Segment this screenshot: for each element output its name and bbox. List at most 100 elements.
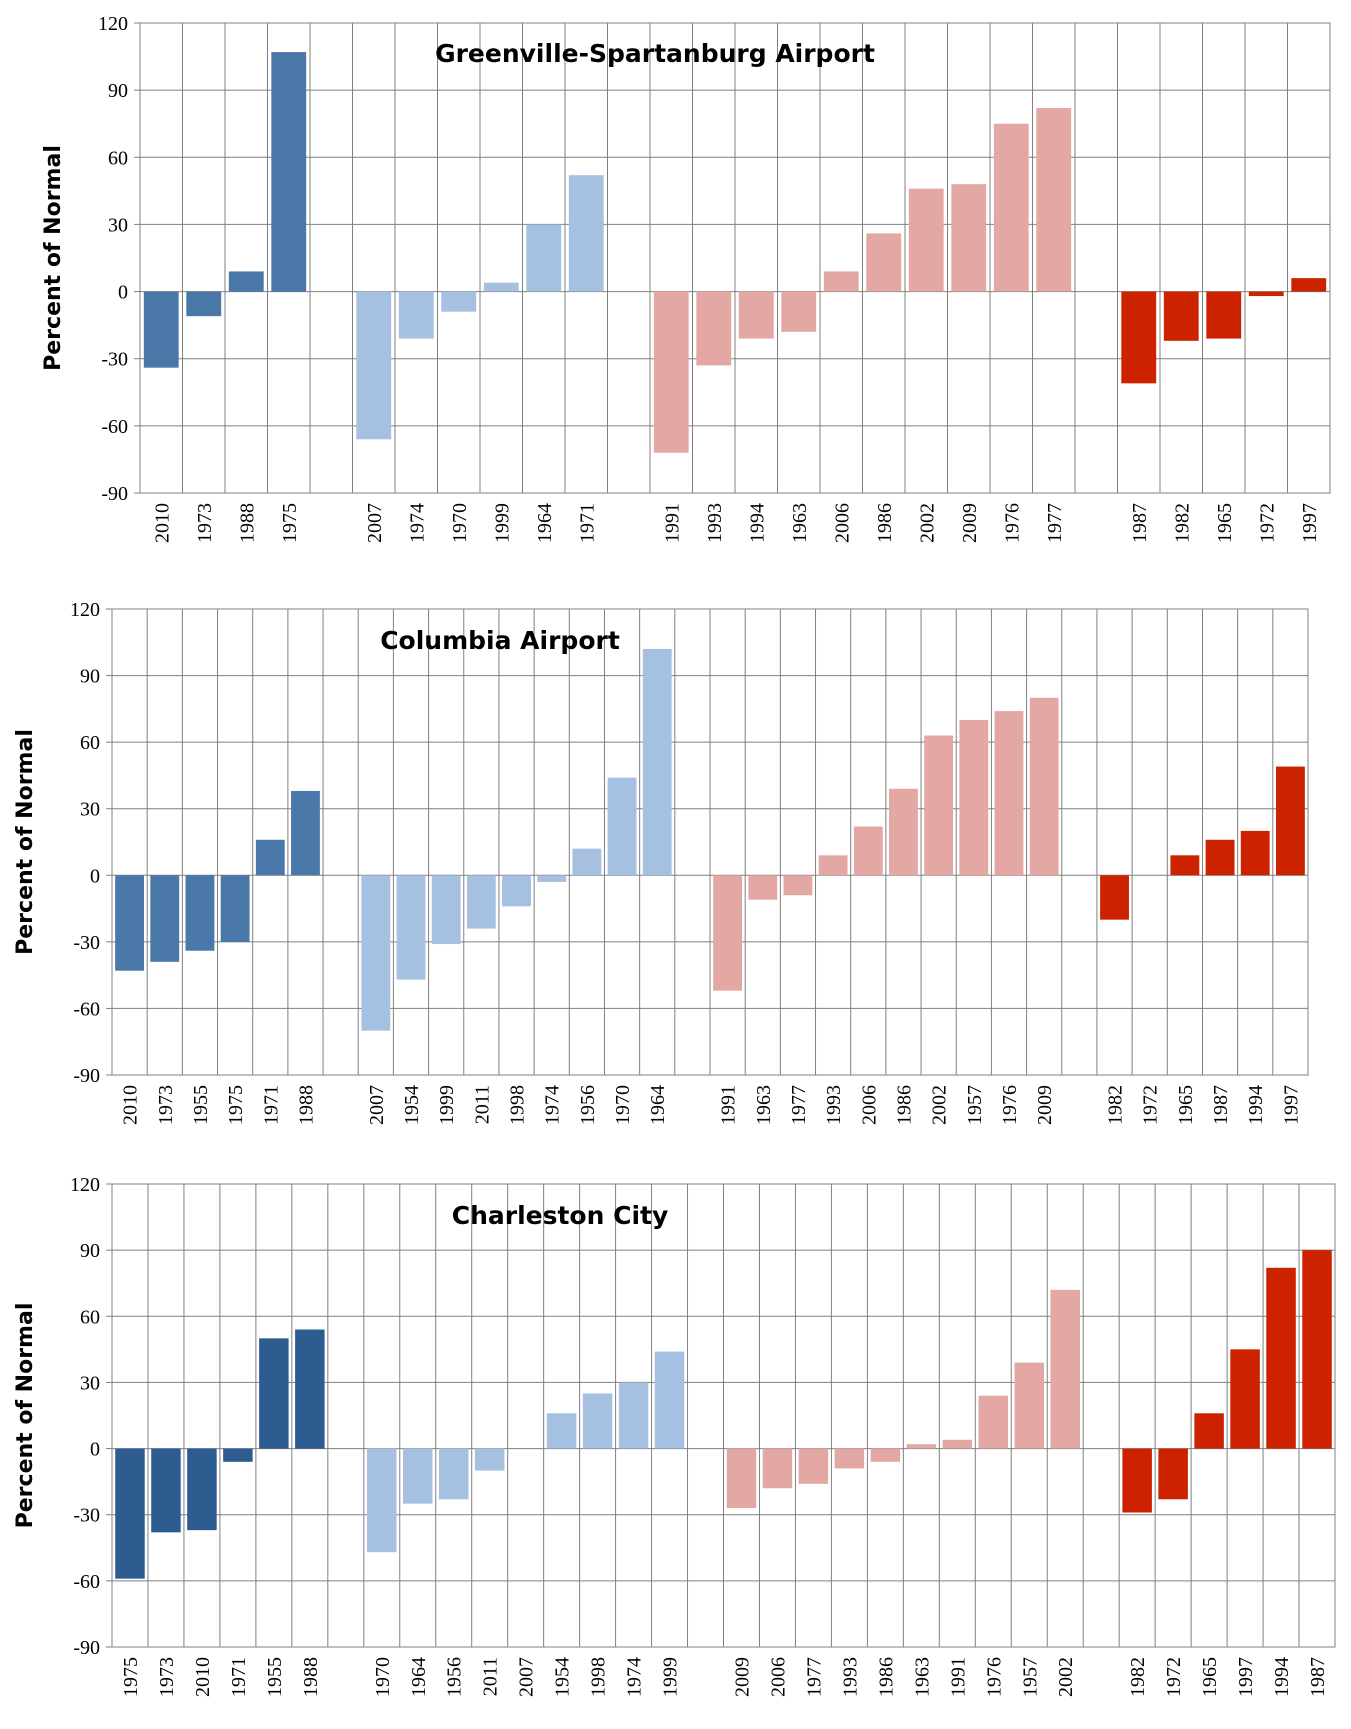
x-tick-label: 2009 — [1034, 1085, 1056, 1125]
x-tick-label: 2009 — [959, 503, 981, 543]
bar-2006 — [762, 1448, 793, 1489]
x-tick-label: 1999 — [436, 1085, 458, 1125]
x-tick-label: 2002 — [929, 1085, 951, 1125]
bar-1965 — [1206, 291, 1242, 339]
x-tick-label: 1986 — [875, 1657, 897, 1697]
bar-1993 — [818, 855, 848, 876]
y-tick-label: -60 — [73, 1571, 100, 1593]
bar-1973 — [186, 291, 222, 317]
x-tick-label: 1988 — [300, 1657, 322, 1697]
x-tick-label: 1997 — [1299, 503, 1321, 543]
y-tick-label: -90 — [73, 1637, 100, 1659]
bar-1993 — [696, 291, 732, 366]
x-tick-label: 1972 — [1163, 1657, 1185, 1697]
bar-1955 — [185, 875, 215, 951]
x-tick-label: 2011 — [471, 1085, 493, 1124]
bar-1965 — [1170, 855, 1200, 876]
bar-1974 — [537, 875, 567, 882]
bar-2002 — [908, 188, 944, 292]
y-axis-label: Percent of Normal — [41, 145, 66, 371]
bar-1975 — [220, 875, 250, 942]
bar-1998 — [502, 875, 531, 907]
y-tick-label: -60 — [73, 998, 100, 1020]
x-tick-label: 2002 — [916, 503, 938, 543]
bar-1988 — [295, 1329, 325, 1449]
x-tick-label: 1977 — [788, 1085, 810, 1125]
y-tick-label: 30 — [80, 1372, 100, 1394]
bar-2002 — [924, 735, 954, 876]
bar-1994 — [1240, 830, 1270, 876]
bar-1982 — [1100, 875, 1129, 920]
bar-1988 — [228, 271, 264, 292]
bar-1997 — [1275, 766, 1305, 876]
chart-title: Columbia Airport — [380, 626, 620, 655]
bar-1963 — [748, 875, 778, 900]
x-tick-label: 2010 — [120, 1085, 142, 1125]
bar-1993 — [834, 1448, 865, 1469]
bar-2010 — [143, 291, 179, 368]
x-tick-label: 1971 — [260, 1085, 282, 1125]
bar-1975 — [115, 1448, 145, 1579]
bar-1956 — [438, 1448, 469, 1500]
x-tick-label: 1991 — [661, 503, 683, 543]
x-tick-label: 1986 — [893, 1085, 915, 1125]
y-tick-label: 90 — [108, 80, 128, 102]
y-tick-label: 120 — [70, 1174, 100, 1196]
y-tick-label: -30 — [101, 349, 128, 371]
bar-2007 — [361, 875, 391, 1031]
x-tick-label: 1954 — [552, 1657, 574, 1697]
bar-1971 — [255, 839, 285, 876]
y-axis-label: Percent of Normal — [13, 1303, 38, 1529]
x-tick-label: 1982 — [1171, 503, 1193, 543]
x-tick-label: 1954 — [401, 1085, 423, 1125]
x-tick-label: 2007 — [364, 503, 386, 543]
bar-1988 — [291, 790, 320, 876]
x-tick-label: 1986 — [874, 503, 896, 543]
bar-1971 — [223, 1448, 253, 1462]
x-tick-label: 1997 — [1235, 1657, 1257, 1697]
chart-title: Greenville-Spartanburg Airport — [435, 39, 875, 68]
bar-1991 — [653, 291, 689, 453]
x-tick-label: 1957 — [964, 1085, 986, 1125]
bar-1991 — [942, 1439, 973, 1449]
bar-1997 — [1230, 1349, 1260, 1449]
x-tick-label: 1977 — [1044, 503, 1066, 543]
x-tick-label: 1993 — [839, 1657, 861, 1697]
bar-1976 — [978, 1395, 1009, 1449]
y-axis-label: Percent of Normal — [13, 729, 38, 955]
x-tick-label: 1974 — [542, 1085, 564, 1125]
bar-2006 — [823, 271, 859, 292]
x-tick-label: 2006 — [767, 1657, 789, 1697]
bar-1986 — [870, 1448, 901, 1462]
x-tick-label: 1988 — [236, 503, 258, 543]
bar-1997 — [1291, 278, 1327, 292]
x-tick-label: 2010 — [192, 1657, 214, 1697]
bar-1973 — [150, 875, 180, 962]
x-tick-label: 1987 — [1307, 1657, 1329, 1697]
bar-1954 — [546, 1413, 577, 1449]
bar-1999 — [431, 875, 461, 945]
bar-1999 — [483, 282, 519, 292]
bar-1987 — [1121, 291, 1157, 384]
y-tick-label: 90 — [80, 1240, 100, 1262]
x-tick-label: 1955 — [264, 1657, 286, 1697]
y-tick-label: -30 — [73, 932, 100, 954]
bar-2011 — [474, 1448, 505, 1471]
bar-1982 — [1163, 291, 1199, 341]
x-tick-label: 2011 — [480, 1657, 502, 1696]
bar-1975 — [271, 52, 307, 292]
bar-2009 — [1029, 697, 1059, 876]
x-tick-label: 1997 — [1280, 1085, 1302, 1125]
bar-2007 — [356, 291, 392, 440]
x-tick-label: 1982 — [1105, 1085, 1127, 1125]
x-tick-label: 1998 — [507, 1085, 529, 1125]
x-tick-label: 1964 — [408, 1657, 430, 1697]
x-tick-label: 1964 — [534, 503, 556, 543]
bar-1991 — [713, 875, 743, 991]
x-tick-label: 2002 — [1055, 1657, 1077, 1697]
x-tick-label: 1965 — [1199, 1657, 1221, 1697]
y-tick-label: 60 — [80, 1306, 100, 1328]
x-tick-label: 1970 — [449, 503, 471, 543]
x-tick-label: 2006 — [858, 1085, 880, 1125]
